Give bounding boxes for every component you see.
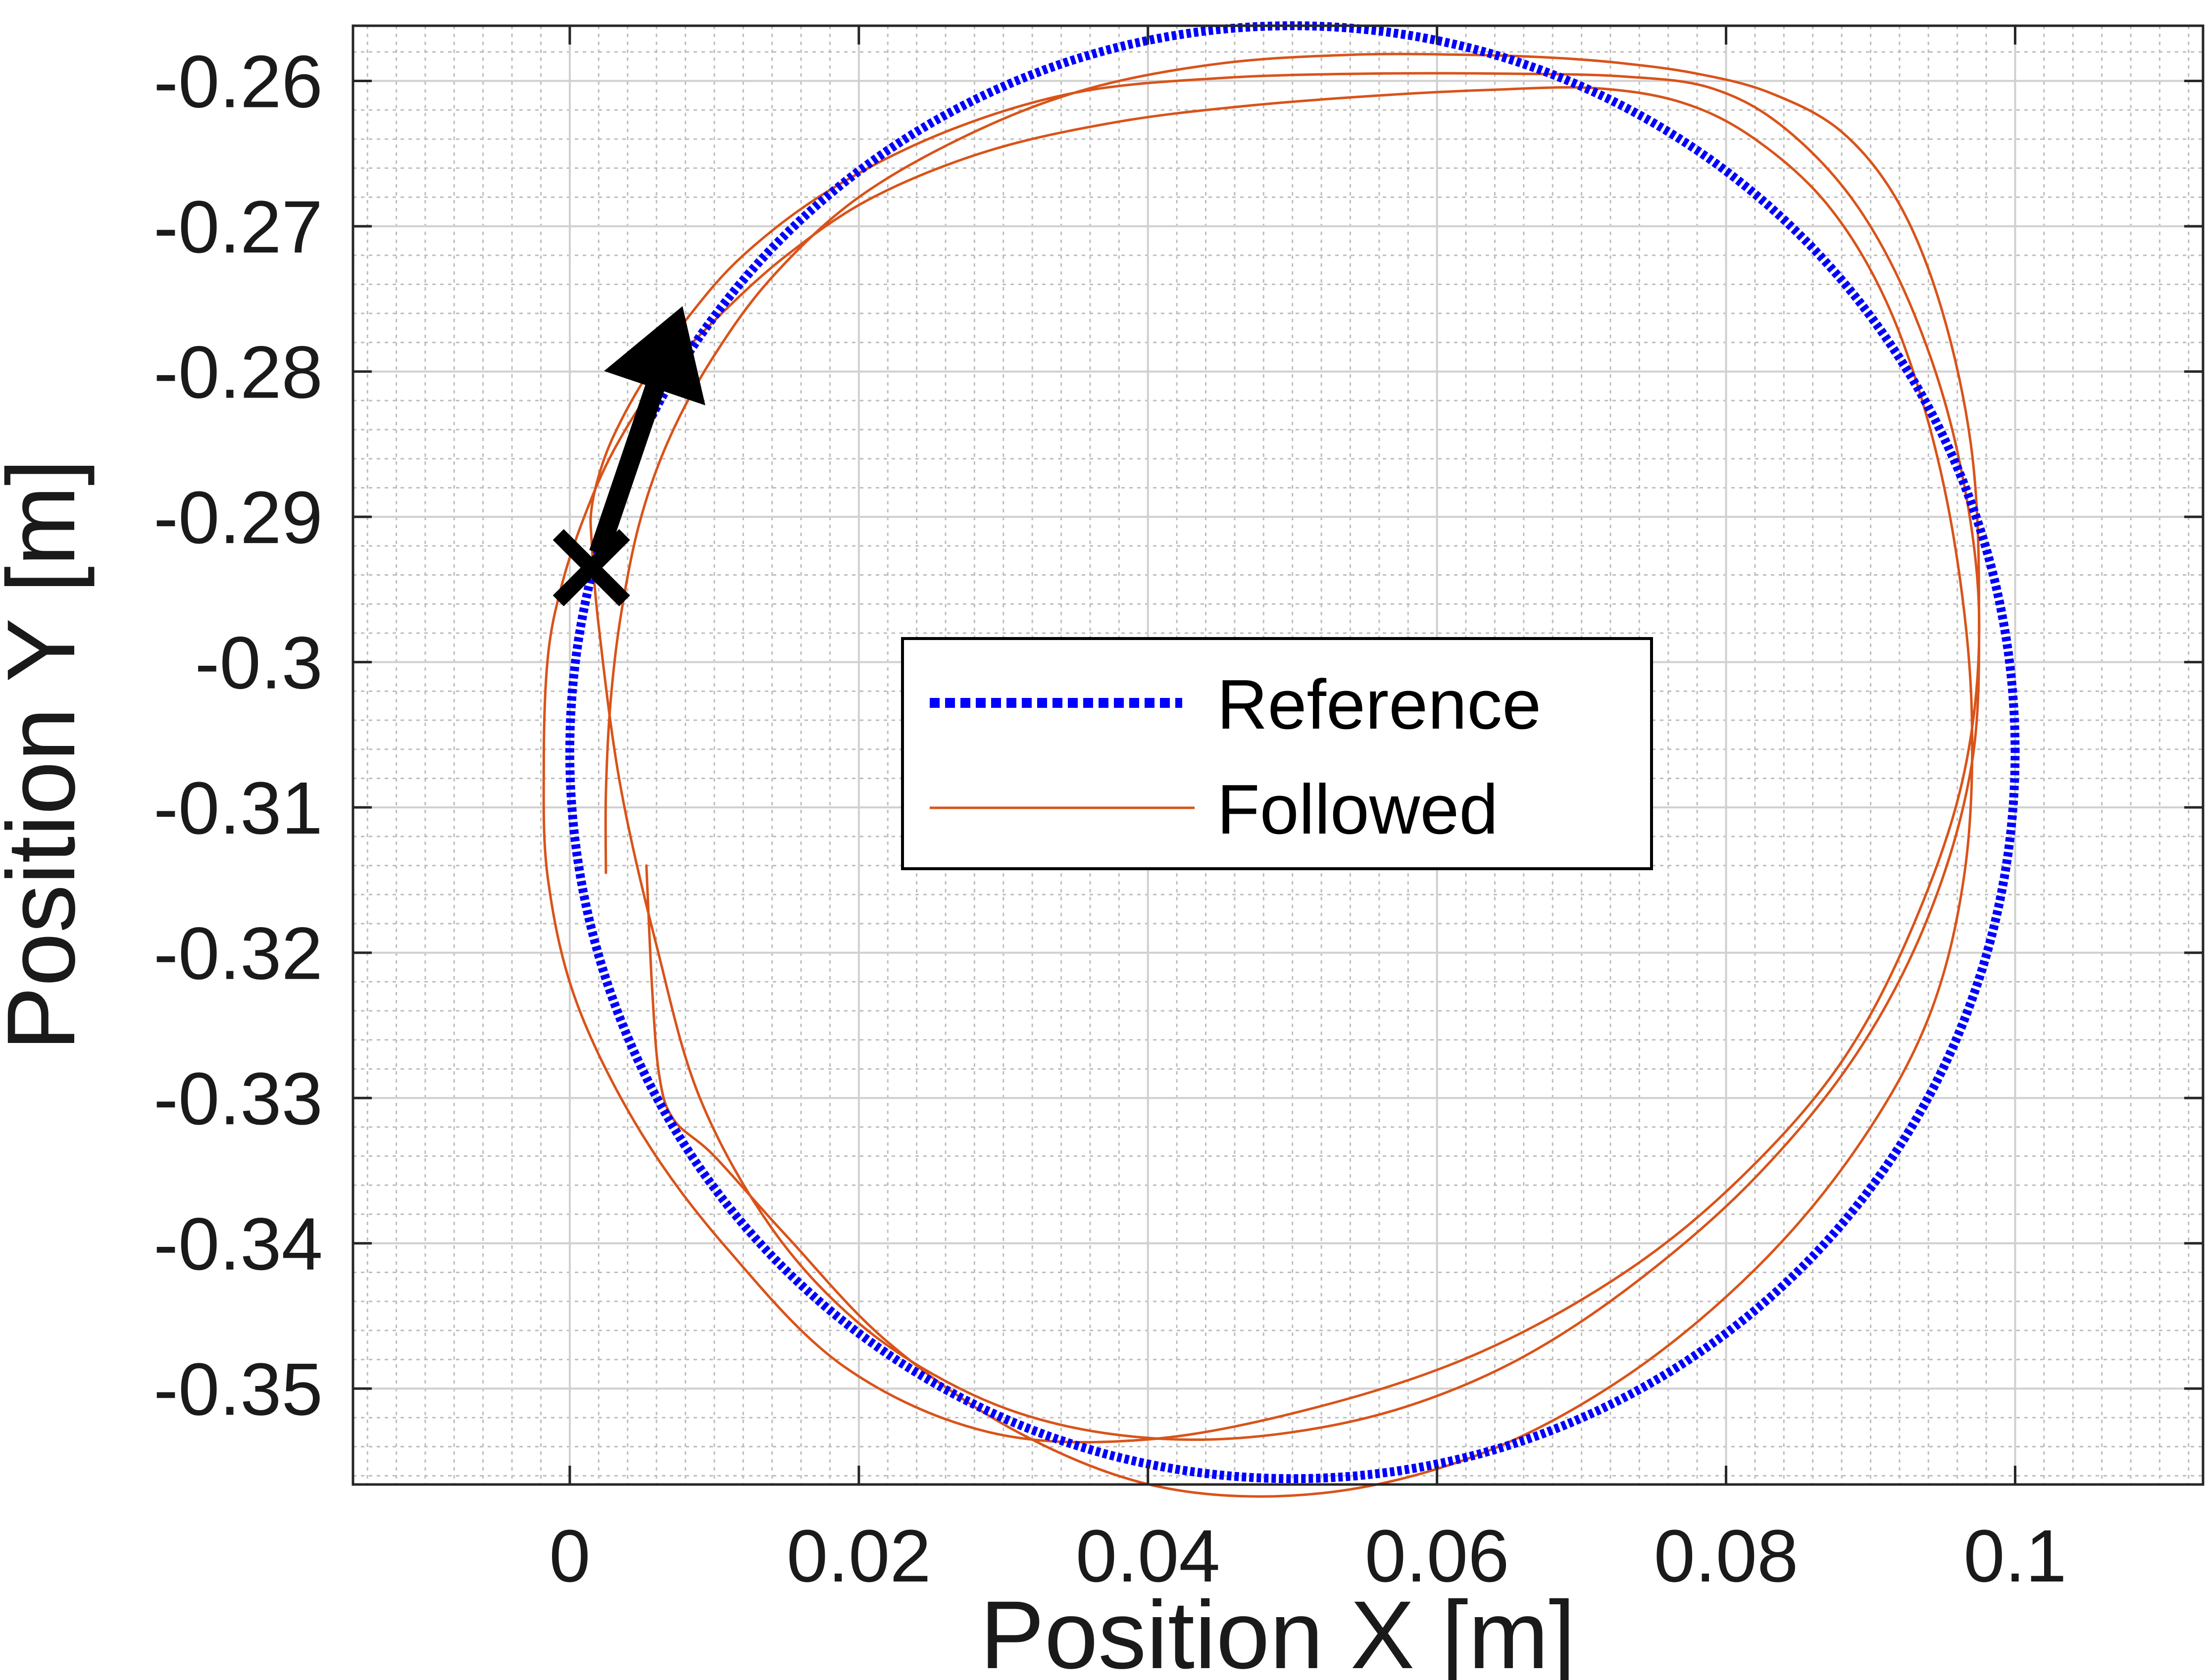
series-group [542, 21, 2020, 1498]
direction-arrow-shaft [589, 375, 667, 556]
plot-frame [351, 24, 2205, 1486]
x-tick-label: 0.08 [1654, 1514, 1799, 1597]
legend-followed-label: Followed [1217, 770, 1498, 849]
x-tick-label: 0.04 [1076, 1514, 1220, 1597]
y-tick-label: -0.33 [153, 1057, 323, 1140]
start-marker-icon [552, 529, 630, 606]
y-tick-label: -0.26 [153, 40, 323, 123]
y-tick-label: -0.32 [153, 912, 323, 995]
x-tick-label: 0 [549, 1514, 590, 1597]
y-axis-title: Position Y [m] [0, 459, 95, 1051]
x-tick-labels: 0 0.02 0.04 0.06 0.08 0.1 [549, 1514, 2067, 1597]
y-tick-labels: -0.26 -0.27 -0.28 -0.29 -0.3 -0.31 -0.32 -0.33 -… [153, 40, 323, 1431]
reference-series-line [565, 21, 2020, 1483]
legend: Reference Followed [901, 637, 1653, 870]
x-axis-title: Position X [m] [980, 1581, 1576, 1680]
y-tick-label: -0.27 [153, 185, 323, 268]
y-tick-label: -0.29 [153, 476, 323, 559]
x-tick-label: 0.06 [1365, 1514, 1509, 1597]
tick-marks [353, 26, 2203, 1484]
annotations [552, 306, 705, 606]
legend-reference-label: Reference [1217, 665, 1541, 744]
y-tick-label: -0.28 [153, 331, 323, 414]
x-tick-label: 0.02 [787, 1514, 931, 1597]
y-tick-label: -0.34 [153, 1202, 323, 1285]
y-tick-label: -0.31 [153, 766, 323, 849]
followed-series-line [542, 52, 1981, 1498]
x-tick-label: 0.1 [1963, 1514, 2067, 1597]
direction-arrow-head [604, 306, 705, 405]
y-tick-label: -0.3 [195, 621, 323, 704]
legend-box [901, 637, 1653, 870]
y-tick-label: -0.35 [153, 1347, 323, 1431]
